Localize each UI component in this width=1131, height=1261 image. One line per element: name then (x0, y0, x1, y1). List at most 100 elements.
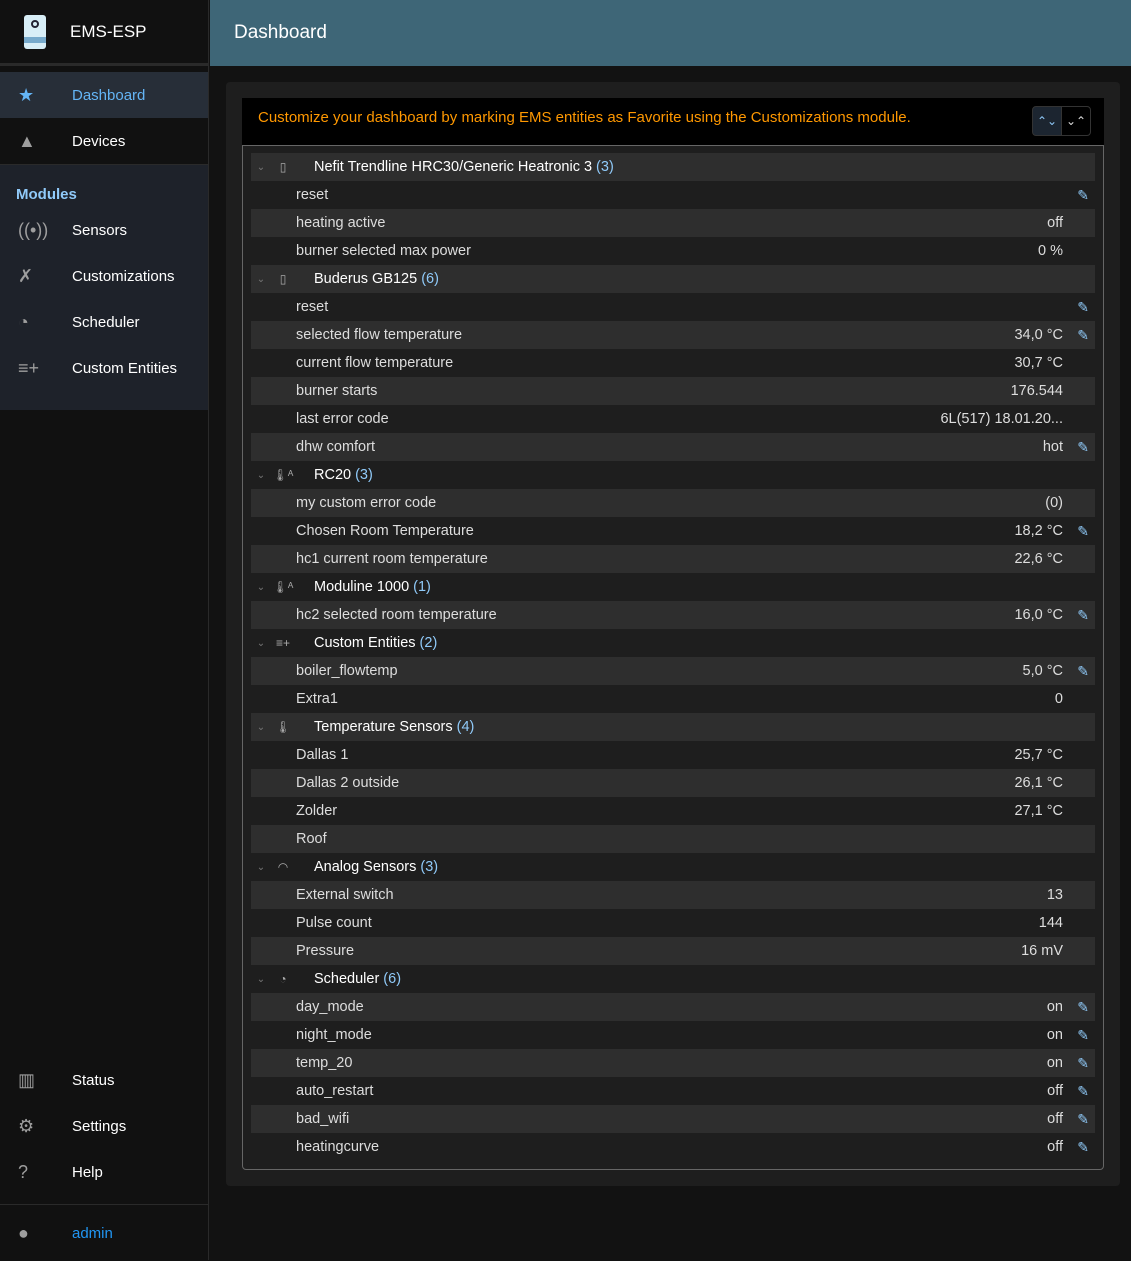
sidebar-item-dashboard[interactable]: ★ Dashboard (0, 72, 208, 118)
modules-section: Modules ((•)) Sensors ✗ Customizations ◔ Sche… (0, 165, 208, 410)
entity-name: Dallas 1 (296, 747, 349, 763)
edit-icon[interactable]: ✎ (1077, 1110, 1089, 1127)
collapse-all-button[interactable]: ⌄⌃ (1061, 106, 1091, 136)
group-header[interactable]: ⌄ ▯ Buderus GB125 (6) (251, 265, 1095, 293)
sidebar-item-status[interactable]: ▥ Status (0, 1057, 209, 1103)
edit-icon[interactable]: ✎ (1077, 1082, 1089, 1099)
entity-row[interactable]: selected flow temperature 34,0 °C ✎ (251, 321, 1095, 349)
entity-row[interactable]: reset ✎ (251, 181, 1095, 209)
playlist-add-icon: ≡+ (275, 636, 290, 650)
chevron-down-icon[interactable]: ⌄ (256, 973, 266, 985)
group-header[interactable]: ⌄ 🌡ᴬ RC20 (3) (251, 461, 1095, 489)
entity-row: Dallas 2 outside 26,1 °C (251, 769, 1095, 797)
sidebar-item-scheduler[interactable]: ◔ Scheduler (0, 299, 208, 345)
group-count: (6) (383, 971, 402, 987)
edit-icon[interactable]: ✎ (1077, 1054, 1089, 1071)
edit-icon[interactable]: ✎ (1077, 522, 1089, 539)
group-count: (3) (420, 859, 439, 875)
entity-row[interactable]: dhw comfort hot ✎ (251, 433, 1095, 461)
sidebar-item-label: Status (72, 1071, 115, 1089)
entity-value: 144 (1038, 915, 1063, 931)
more-time-icon: ◔ (18, 311, 29, 332)
group-header[interactable]: ⌄ 🌡ᴬ Moduline 1000 (1) (251, 573, 1095, 601)
entity-row: my custom error code (0) (251, 489, 1095, 517)
entity-row[interactable]: temp_20 on ✎ (251, 1049, 1095, 1077)
settings-icon: ⚙ (18, 1115, 35, 1136)
entity-row: Dallas 1 25,7 °C (251, 741, 1095, 769)
chevron-down-icon[interactable]: ⌄ (256, 637, 266, 649)
edit-icon[interactable]: ✎ (1077, 998, 1089, 1015)
entity-name: day_mode (296, 999, 364, 1015)
entity-value: on (1046, 1055, 1063, 1071)
assessment-icon: ▥ (18, 1069, 36, 1090)
expand-all-button[interactable]: ⌃⌄ (1032, 106, 1062, 136)
entity-row[interactable]: night_mode on ✎ (251, 1021, 1095, 1049)
edit-icon[interactable]: ✎ (1077, 662, 1089, 679)
user-menu-admin[interactable]: ● admin (0, 1205, 209, 1261)
chevron-down-icon[interactable]: ⌄ (256, 273, 266, 285)
entity-row[interactable]: day_mode on ✎ (251, 993, 1095, 1021)
entity-row: Zolder 27,1 °C (251, 797, 1095, 825)
entity-row[interactable]: auto_restart off ✎ (251, 1077, 1095, 1105)
entity-name: hc1 current room temperature (296, 551, 488, 567)
sidebar-item-help[interactable]: ? Help (0, 1149, 209, 1195)
entity-row[interactable]: boiler_flowtemp 5,0 °C ✎ (251, 657, 1095, 685)
entity-name: Extra1 (296, 691, 338, 707)
sidebar-item-settings[interactable]: ⚙ Settings (0, 1103, 209, 1149)
entity-row[interactable]: Chosen Room Temperature 18,2 °C ✎ (251, 517, 1095, 545)
sidebar-item-customizations[interactable]: ✗ Customizations (0, 253, 208, 299)
group-header[interactable]: ⌄ ◠ Analog Sensors (3) (251, 853, 1095, 881)
edit-icon[interactable]: ✎ (1077, 438, 1089, 455)
sidebar-item-devices[interactable]: ▲ Devices (0, 118, 208, 164)
playlist-add-icon: ≡+ (18, 357, 40, 378)
sidebar-item-label: Scheduler (72, 313, 140, 331)
chevron-down-icon[interactable]: ⌄ (256, 469, 266, 481)
entity-name: heating active (296, 215, 386, 231)
edit-icon[interactable]: ✎ (1077, 1026, 1089, 1043)
edit-icon[interactable]: ✎ (1077, 298, 1089, 315)
entity-row: Pressure 16 mV (251, 937, 1095, 965)
group-name: Custom Entities (314, 635, 416, 651)
chevron-down-icon[interactable]: ⌄ (256, 721, 266, 733)
chevron-down-icon[interactable]: ⌄ (256, 861, 266, 873)
category-icon: ▲ (18, 130, 36, 151)
edit-icon[interactable]: ✎ (1077, 1138, 1089, 1155)
group-count: (3) (355, 467, 373, 483)
edit-icon[interactable]: ✎ (1077, 606, 1089, 623)
entity-row[interactable]: heatingcurve off ✎ (251, 1133, 1095, 1161)
group-header[interactable]: ⌄ ≡+ Custom Entities (2) (251, 629, 1095, 657)
user-name: admin (72, 1224, 113, 1242)
entity-value: off (1047, 215, 1063, 231)
entity-value: 26,1 °C (1014, 775, 1063, 791)
entity-row: last error code 6L(517) 18.01.20... (251, 405, 1095, 433)
entity-row: External switch 13 (251, 881, 1095, 909)
group-name: Buderus GB125 (314, 271, 418, 287)
group-header[interactable]: ⌄ ◔ Scheduler (6) (251, 965, 1095, 993)
entity-row[interactable]: reset ✎ (251, 293, 1095, 321)
entity-row[interactable]: hc2 selected room temperature 16,0 °C ✎ (251, 601, 1095, 629)
entity-name: burner starts (296, 383, 378, 399)
entity-name: Roof (296, 831, 327, 847)
edit-icon[interactable]: ✎ (1077, 326, 1089, 343)
entity-value: 0 % (1038, 243, 1063, 259)
sidebar-item-custom-entities[interactable]: ≡+ Custom Entities (0, 345, 208, 391)
entity-name: last error code (296, 411, 389, 427)
edit-icon[interactable]: ✎ (1077, 186, 1089, 203)
entity-name: bad_wifi (296, 1111, 350, 1127)
entity-value: on (1046, 1027, 1063, 1043)
entity-row: burner selected max power 0 % (251, 237, 1095, 265)
star-icon: ★ (18, 84, 35, 105)
entity-row: Roof (251, 825, 1095, 853)
entity-value: off (1047, 1083, 1063, 1099)
unfold-less-icon: ⌄⌃ (1065, 114, 1087, 128)
sidebar-item-sensors[interactable]: ((•)) Sensors (0, 207, 208, 253)
entity-row[interactable]: bad_wifi off ✎ (251, 1105, 1095, 1133)
group-name: Scheduler (314, 971, 380, 987)
chevron-down-icon[interactable]: ⌄ (256, 581, 266, 593)
chevron-down-icon[interactable]: ⌄ (256, 161, 266, 173)
sidebar-item-label: Custom Entities (72, 359, 178, 377)
sidebar-item-label: Customizations (72, 267, 175, 285)
entity-name: dhw comfort (296, 439, 375, 455)
group-header[interactable]: ⌄ 🌡 Temperature Sensors (4) (251, 713, 1095, 741)
group-header[interactable]: ⌄ ▯ Nefit Trendline HRC30/Generic Heatroni… (251, 153, 1095, 181)
